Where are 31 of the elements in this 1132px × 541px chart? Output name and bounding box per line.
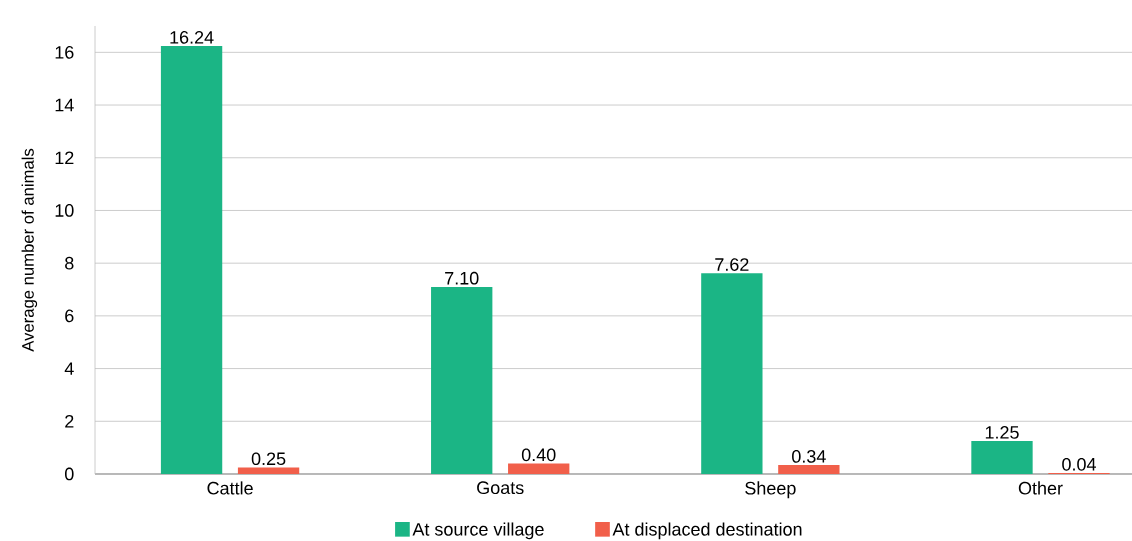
- bar: [701, 273, 763, 474]
- x-tick-label: Goats: [477, 481, 524, 495]
- data-label: 7.62: [715, 258, 749, 271]
- y-tick-label: 16: [55, 45, 74, 59]
- bar: [431, 286, 493, 474]
- y-tick-label: 14: [55, 98, 74, 112]
- x-tick-label: Other: [1018, 481, 1063, 495]
- y-tick-label: 0: [65, 467, 74, 481]
- data-label: 16.24: [170, 31, 214, 44]
- data-label: 0.04: [1062, 457, 1096, 471]
- legend-label: At source village: [412, 522, 544, 540]
- data-label: 0.25: [251, 452, 286, 466]
- bar: [237, 467, 300, 474]
- data-label: 1.25: [985, 426, 1019, 439]
- y-tick-label: 8: [65, 256, 74, 270]
- y-tick-label: 6: [65, 309, 74, 323]
- y-tick-label: 2: [65, 415, 74, 428]
- x-tick-label: Sheep: [745, 481, 796, 499]
- y-tick-label: 4: [64, 362, 74, 375]
- bar: [160, 46, 223, 474]
- bar: [778, 465, 840, 474]
- y-tick-label: 12: [55, 151, 74, 165]
- data-label: 0.40: [521, 448, 556, 462]
- legend-label: At displaced destination: [612, 522, 802, 540]
- x-tick-label: Cattle: [207, 481, 253, 495]
- data-label: 0.34: [792, 450, 826, 463]
- y-axis-title: Average number of animals: [21, 148, 38, 352]
- data-label: 7.10: [445, 271, 479, 285]
- y-tick-label: 10: [55, 204, 74, 217]
- bar: [508, 463, 570, 474]
- bar: [971, 441, 1033, 474]
